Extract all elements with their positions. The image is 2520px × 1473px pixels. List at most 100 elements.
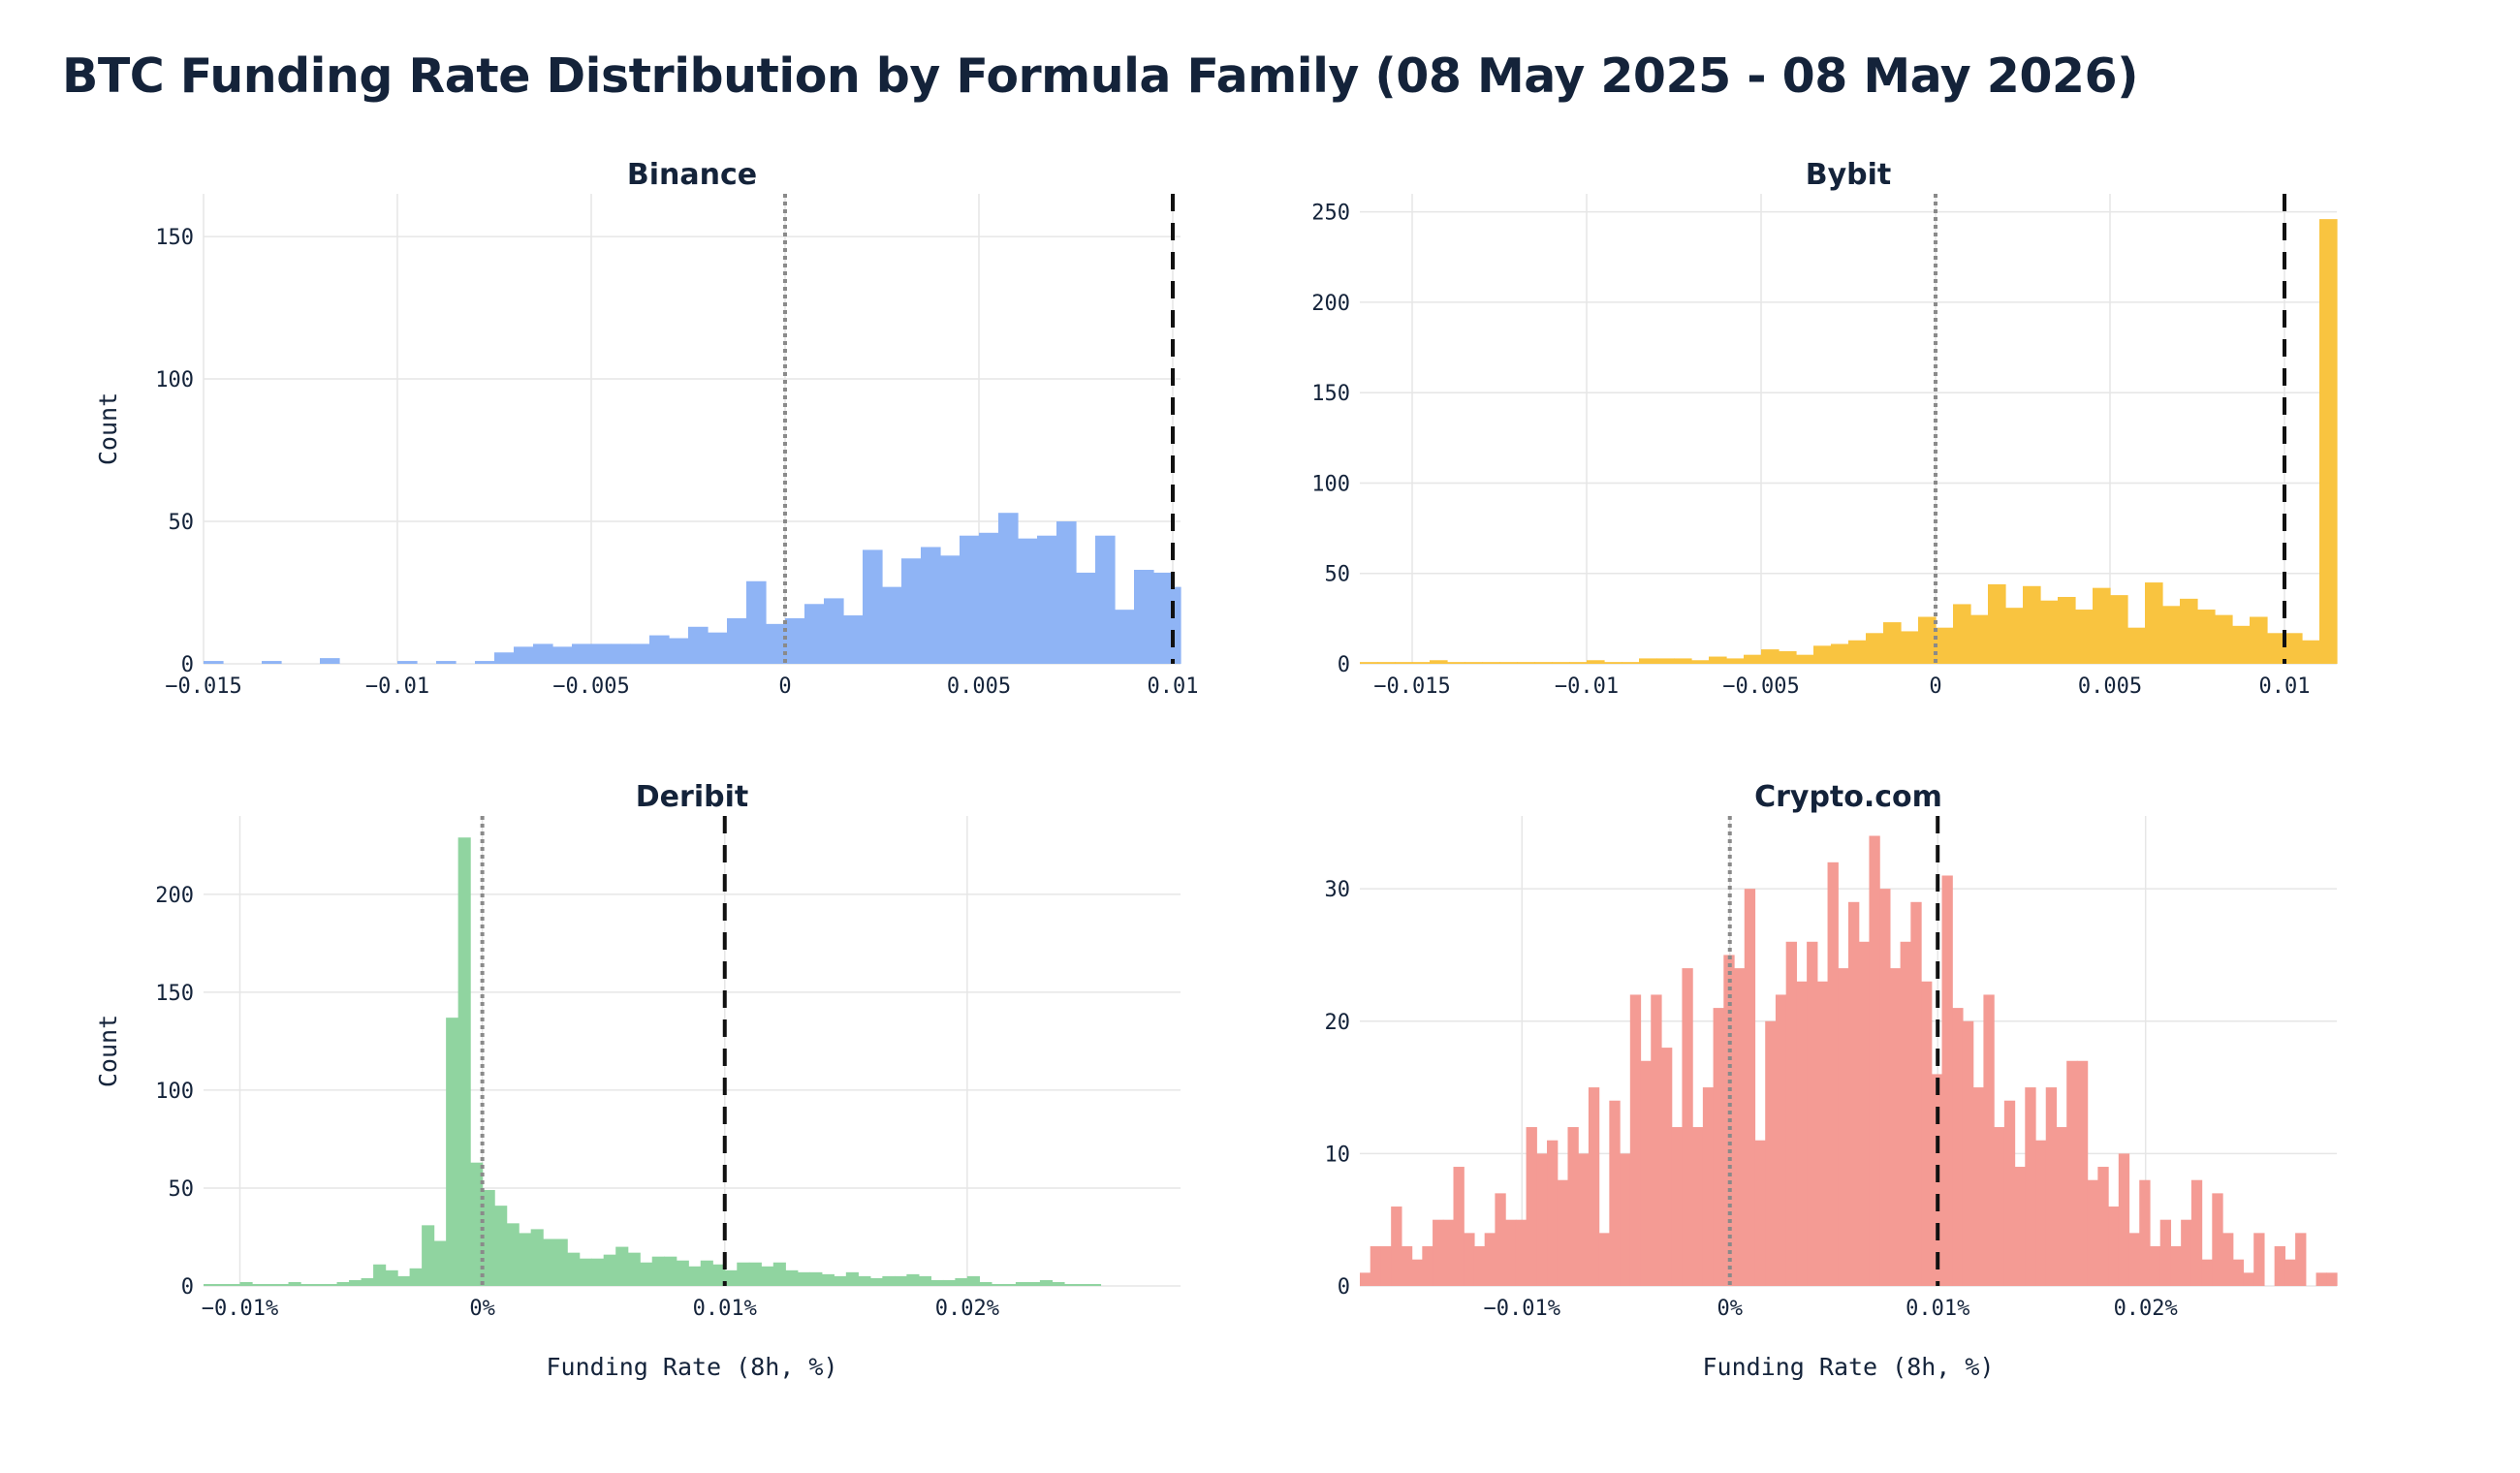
histogram-bar (1775, 994, 1787, 1286)
histogram-bar (2058, 596, 2076, 664)
histogram-bar (1838, 968, 1849, 1286)
histogram-bar (2003, 1100, 2016, 1286)
y-tick-label: 20 (1325, 1011, 1351, 1035)
histogram-bar (843, 615, 864, 664)
histogram-bar (785, 1269, 799, 1286)
histogram-bar (688, 626, 709, 664)
histogram-bar (1709, 656, 1727, 664)
histogram-bar (312, 1283, 326, 1286)
histogram-bar (651, 1256, 665, 1286)
histogram-bar (264, 1283, 277, 1286)
histogram-bar (1391, 1207, 1402, 1286)
histogram-bar (1972, 1087, 1985, 1286)
y-tick-label: 10 (1325, 1143, 1351, 1167)
panel-bybit: −0.015 −0.01 −0.005 0 0.005 0.01 0 50 100 150 200 2… (1311, 158, 2338, 699)
histogram-bar (1027, 1281, 1041, 1286)
histogram-bar (1889, 968, 1902, 1286)
histogram-bar (1936, 627, 1954, 664)
histogram-bar (514, 646, 534, 664)
histogram-bar (858, 1275, 871, 1286)
histogram-bar (1744, 654, 1762, 664)
histogram-bar (901, 558, 922, 664)
histogram-bar (1813, 645, 1832, 664)
histogram-bar (746, 580, 767, 664)
histogram-bar (1901, 631, 1919, 664)
histogram-bar (2180, 598, 2198, 664)
histogram-bar (2056, 1127, 2067, 1286)
histogram-bar (1401, 1246, 1413, 1286)
histogram-bar (1744, 889, 1756, 1286)
x-tick-label: 0.02% (935, 1297, 999, 1321)
histogram-bar (1970, 614, 1989, 664)
histogram-bar (530, 1229, 544, 1286)
histogram-bar (2035, 1140, 2047, 1286)
histogram-bar (603, 1254, 616, 1286)
histogram-bar (1380, 1246, 1392, 1286)
histogram-bar (906, 1273, 920, 1286)
y-axis-title: Count (94, 392, 122, 465)
x-tick-label: 0.005 (2078, 674, 2142, 699)
histogram-bar (1134, 570, 1154, 664)
histogram-bar (1037, 535, 1057, 664)
histogram-bar (1526, 1127, 1537, 1286)
histogram-bar (409, 1268, 423, 1286)
histogram-bar (1517, 662, 1535, 664)
histogram-bar (1962, 1020, 1974, 1286)
histogram-bar (821, 1273, 835, 1286)
histogram-bar (1713, 1008, 1724, 1286)
histogram-bar (433, 1240, 447, 1286)
x-tick-label: 0.01% (693, 1297, 757, 1321)
histogram-bar (1639, 658, 1657, 664)
histogram-bar (2170, 1246, 2182, 1286)
x-tick-label: 0.005 (947, 674, 1011, 699)
histogram-bar (300, 1283, 314, 1286)
chart-title: BTC Funding Rate Distribution by Formula… (62, 48, 2139, 104)
histogram-bar (894, 1275, 907, 1286)
histogram-bar (2284, 633, 2303, 664)
histogram-bar (1848, 640, 1867, 664)
histogram-bar (998, 513, 1019, 664)
y-tick-label: 50 (1325, 563, 1351, 587)
histogram-bar (2253, 1233, 2265, 1286)
x-axis-title: Funding Rate (8h, %) (1702, 1353, 1994, 1381)
histogram-bar (2087, 1179, 2098, 1286)
histogram-bar (700, 1260, 713, 1286)
histogram-bar (470, 1162, 484, 1286)
y-tick-label: 0 (1338, 653, 1350, 677)
histogram-bar (940, 555, 961, 664)
histogram-bar (533, 643, 553, 664)
histogram-bar (1395, 662, 1413, 664)
histogram-bar (1640, 1060, 1652, 1286)
histogram-bar (397, 661, 418, 664)
histogram-bar (1660, 1048, 1673, 1286)
histogram-bar (2097, 1167, 2109, 1286)
histogram-bar (630, 643, 650, 664)
histogram-bar (2284, 1259, 2296, 1286)
histogram-bar (921, 547, 941, 664)
histogram-bar (748, 1262, 762, 1286)
y-tick-label: 100 (155, 1080, 194, 1104)
histogram-bar (1015, 1281, 1029, 1286)
histogram-bar (863, 549, 883, 664)
histogram-bar (2243, 1272, 2254, 1286)
histogram-bar (475, 661, 495, 664)
x-tick-label: −0.015 (1373, 674, 1450, 699)
histogram-bar (2045, 1087, 2058, 1286)
histogram-bar (239, 1281, 253, 1286)
histogram-bar (1918, 616, 1937, 664)
histogram-bar (1869, 835, 1880, 1286)
histogram-bar (1983, 994, 1995, 1286)
histogram-bar (1726, 658, 1745, 664)
histogram-bar (1515, 1219, 1528, 1286)
histogram-bar (1447, 662, 1465, 664)
panel-title-deribit: Deribit (636, 780, 748, 814)
histogram-bar (1003, 1283, 1017, 1286)
histogram-bar (1430, 660, 1448, 664)
histogram-bar (422, 1225, 435, 1286)
histogram-bar (591, 643, 612, 664)
x-tick-label: 0.01 (2259, 674, 2311, 699)
y-tick-label: 0 (181, 653, 194, 677)
histogram-bar (579, 1258, 592, 1286)
histogram-bar (276, 1283, 290, 1286)
histogram-bar (979, 1281, 992, 1286)
